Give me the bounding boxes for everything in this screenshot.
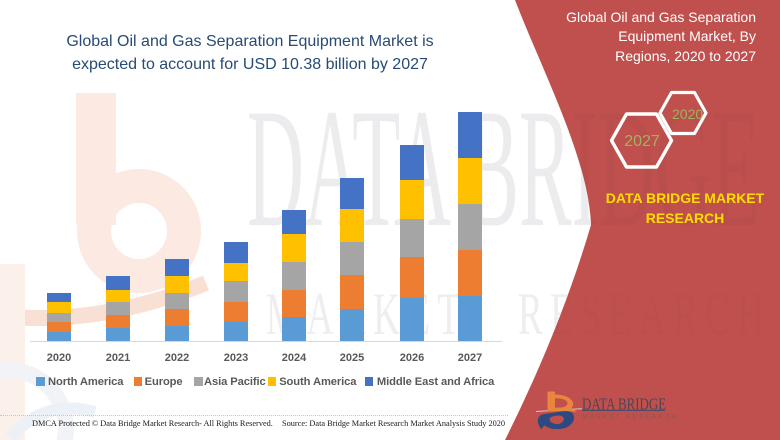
svg-text:MARKET RESEARCH: MARKET RESEARCH bbox=[583, 414, 679, 421]
svg-text:DATA BRIDGE: DATA BRIDGE bbox=[582, 396, 666, 414]
